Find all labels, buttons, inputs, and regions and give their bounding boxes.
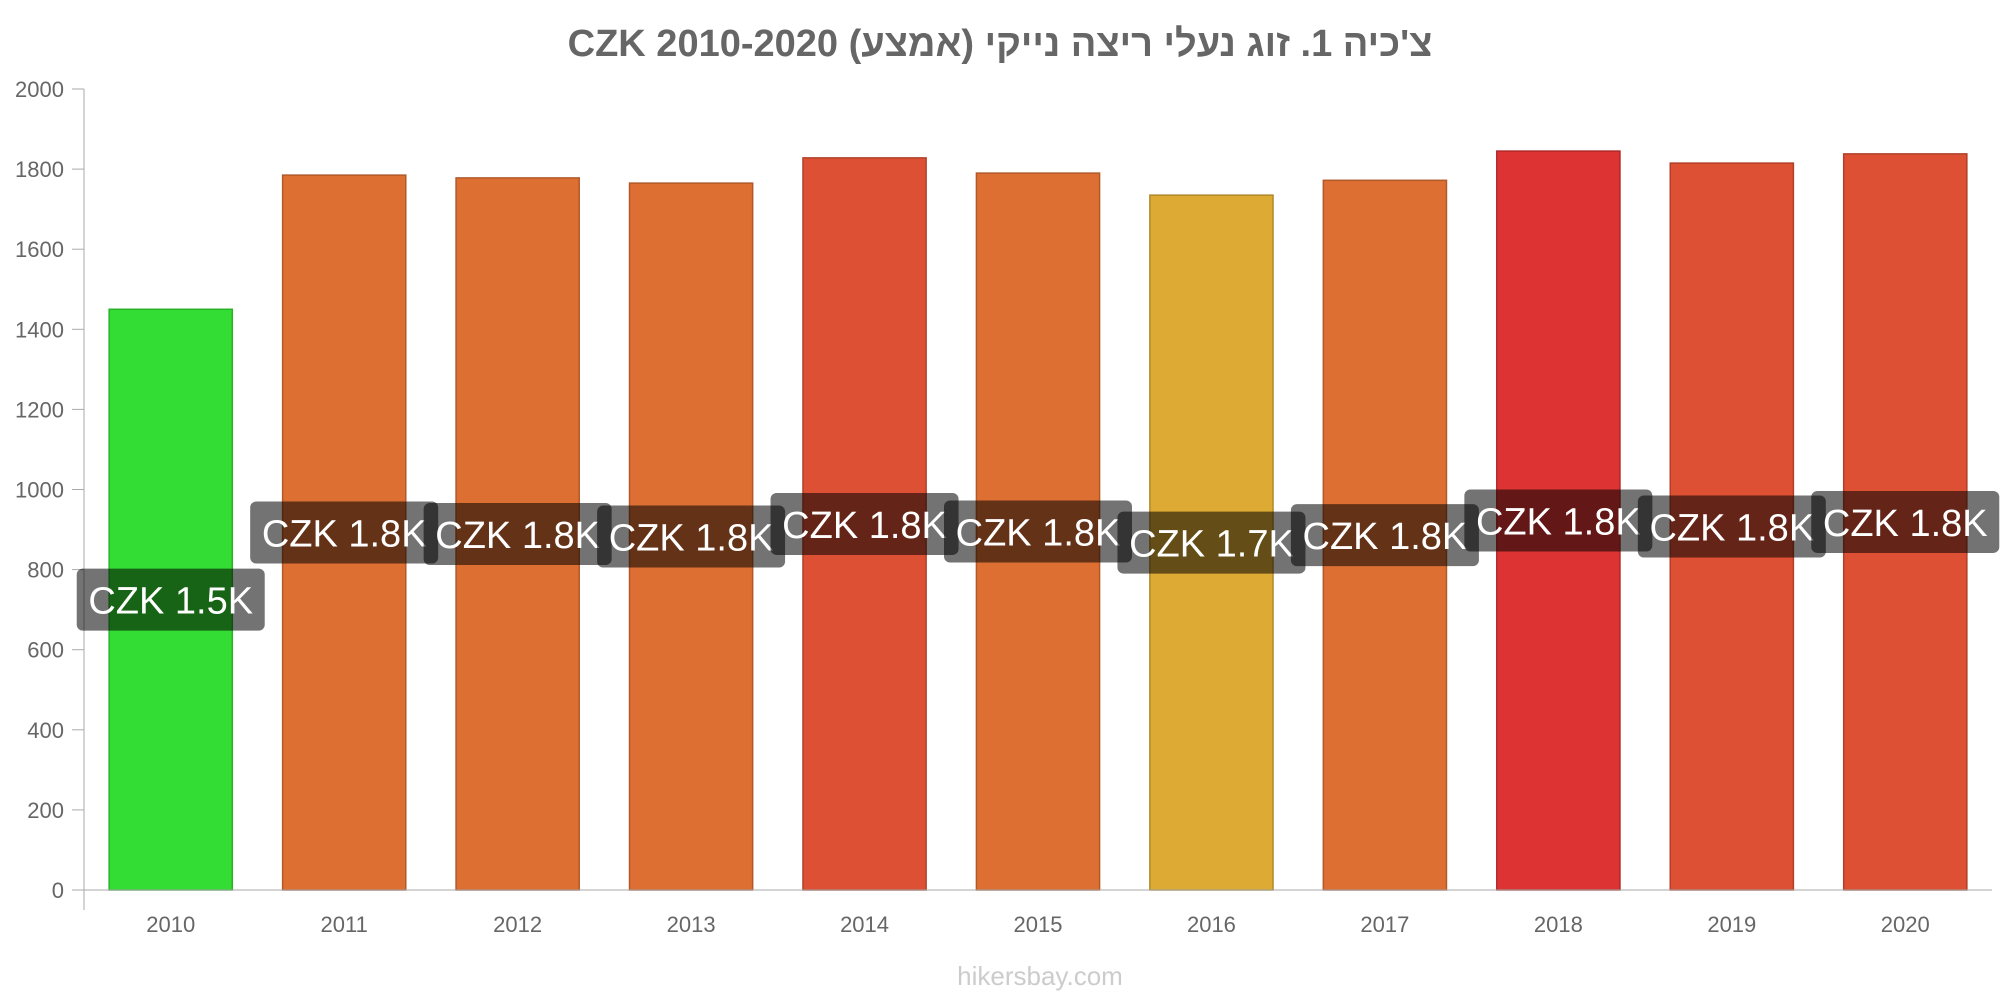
- data-label-box: [770, 492, 959, 555]
- x-axis: 2010 2011 2012 2013 2014 2015 2016 2017 2018 2019…: [84, 889, 1992, 937]
- data-label: CZK 1.8K: [609, 518, 774, 560]
- data-label-box: [597, 505, 786, 568]
- data-label: CZK 1.5K: [88, 581, 253, 623]
- data-label: CZK 1.8K: [1649, 508, 1814, 550]
- y-axis: 0 200 400 600 800 1000 1200 1400 1600 1800 2000: [15, 77, 85, 910]
- data-label: CZK 1.8K: [956, 513, 1121, 555]
- x-tick-label: 2014: [840, 912, 889, 937]
- y-tick-label: 1800: [15, 157, 64, 182]
- data-label: CZK 1.8K: [1476, 502, 1641, 544]
- data-label: CZK 1.8K: [262, 514, 427, 556]
- x-tick-label: 2020: [1881, 912, 1930, 937]
- y-tick-label: 400: [27, 718, 64, 743]
- data-label-box: [250, 501, 439, 564]
- watermark: hikersbay.com: [957, 961, 1123, 991]
- data-label-box: [423, 502, 612, 565]
- y-tick-label: 1000: [15, 478, 64, 503]
- x-tick-label: 2017: [1360, 912, 1409, 937]
- data-label-box: [944, 500, 1132, 563]
- x-tick-label: 2012: [493, 912, 542, 937]
- y-tick-label: 200: [27, 798, 64, 823]
- chart-title: צ'כיה 1. זוג נעלי ריצה נייקי (אמצע) CZK …: [568, 23, 1433, 65]
- data-label: CZK 1.8K: [1303, 516, 1468, 558]
- y-tick-label: 0: [52, 878, 64, 903]
- data-label: CZK 1.8K: [1823, 503, 1988, 545]
- y-tick-label: 1400: [15, 317, 64, 342]
- data-label-box: [1637, 495, 1826, 558]
- x-tick-label: 2015: [1014, 912, 1063, 937]
- data-label-box: [1464, 489, 1653, 552]
- x-tick-label: 2016: [1187, 912, 1236, 937]
- y-tick-label: 1200: [15, 397, 64, 422]
- y-tick-label: 600: [27, 638, 64, 663]
- data-label: CZK 1.8K: [435, 515, 600, 557]
- y-tick-label: 2000: [15, 77, 64, 102]
- data-label-box: [1290, 504, 1479, 567]
- data-label: CZK 1.7K: [1129, 524, 1294, 566]
- x-tick-label: 2018: [1534, 912, 1583, 937]
- y-tick-label: 1600: [15, 237, 64, 262]
- y-tick-label: 800: [27, 558, 64, 583]
- data-label: CZK 1.8K: [782, 505, 947, 547]
- data-label-box: [1117, 511, 1306, 574]
- x-tick-label: 2019: [1707, 912, 1756, 937]
- x-tick-label: 2011: [321, 912, 368, 937]
- data-label-box: [1811, 490, 2000, 553]
- x-tick-label: 2010: [146, 912, 195, 937]
- x-tick-label: 2013: [667, 912, 716, 937]
- data-label-box: [76, 568, 265, 631]
